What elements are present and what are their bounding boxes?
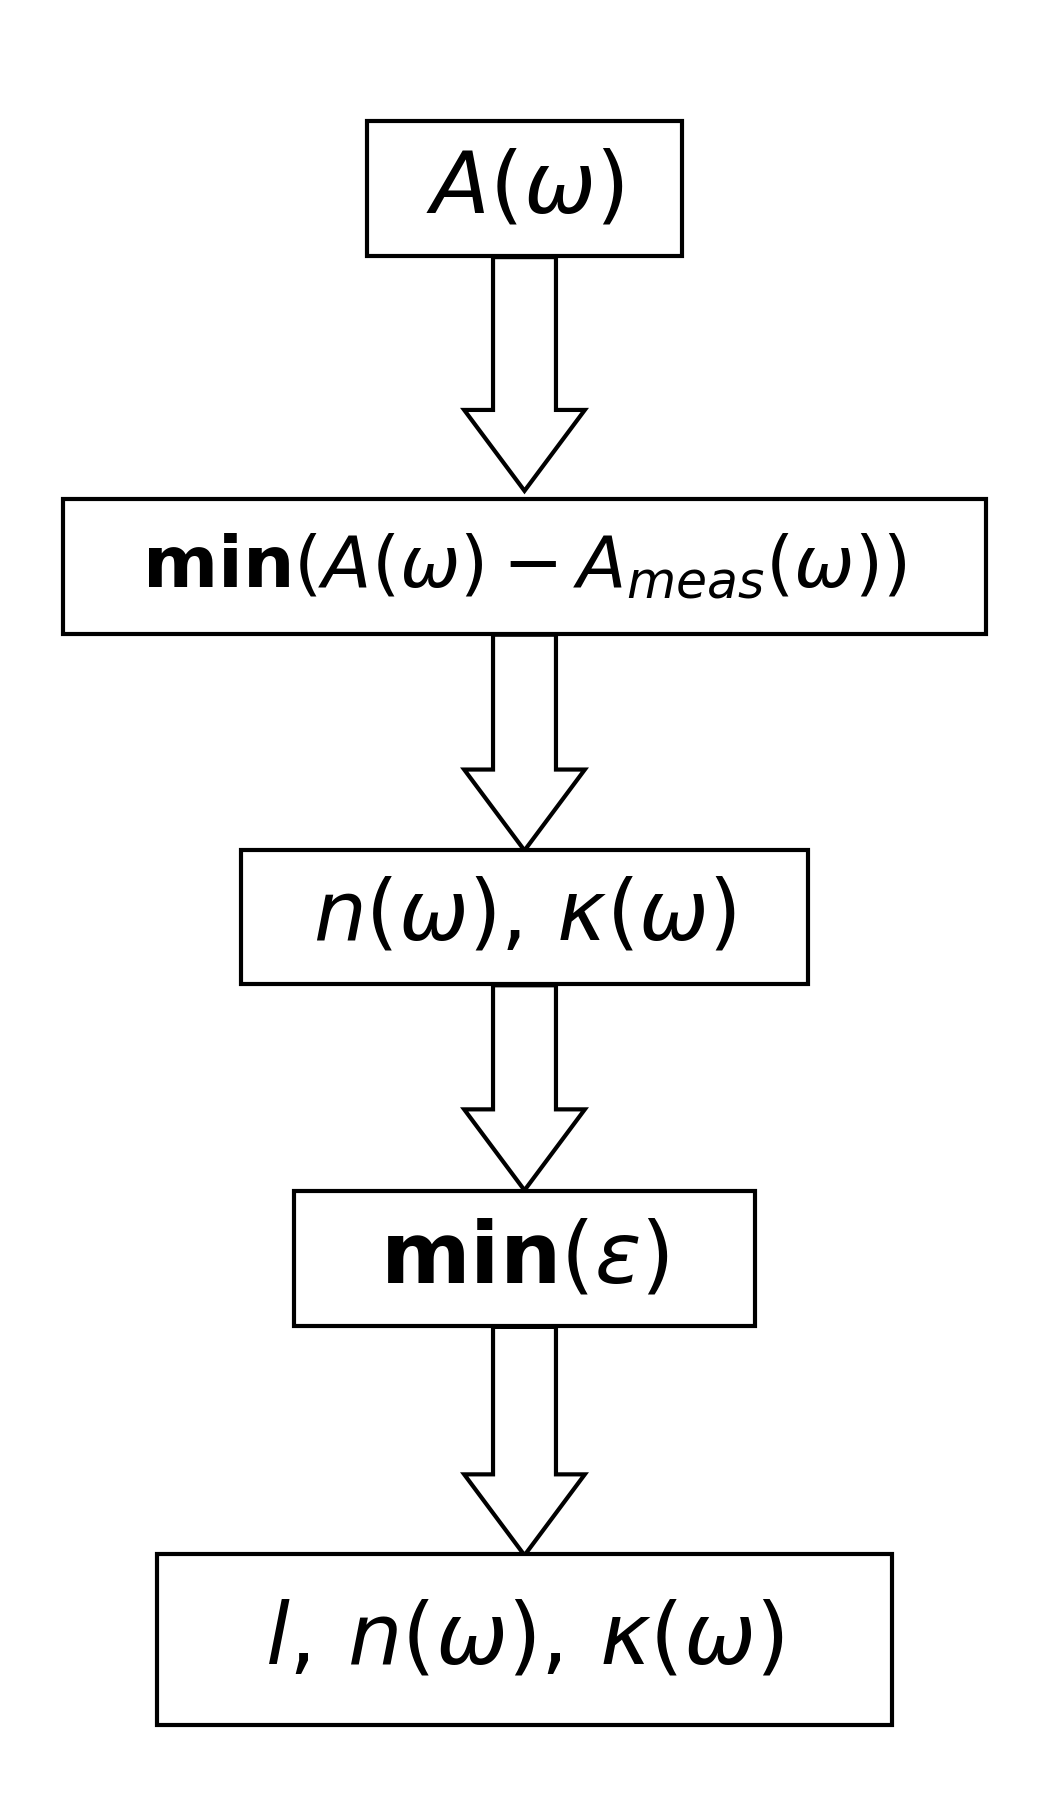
FancyBboxPatch shape [241,850,808,985]
Polygon shape [464,985,585,1190]
FancyBboxPatch shape [294,1190,755,1327]
FancyBboxPatch shape [367,122,682,255]
Polygon shape [464,635,585,850]
FancyBboxPatch shape [63,498,986,633]
Text: $\mathit{l},\, \mathit{n}(\omega),\, \kappa(\omega)$: $\mathit{l},\, \mathit{n}(\omega),\, \ka… [265,1598,784,1681]
Text: $\mathbf{min}(\mathit{A}(\omega)-\mathit{A}_{\mathit{meas}}(\omega))$: $\mathbf{min}(\mathit{A}(\omega)-\mathit… [143,530,906,602]
Polygon shape [464,257,585,491]
FancyBboxPatch shape [157,1553,892,1726]
Text: $\mathit{n}(\omega),\, \kappa(\omega)$: $\mathit{n}(\omega),\, \kappa(\omega)$ [313,877,736,957]
Polygon shape [464,1327,585,1555]
Text: $\mathit{A}(\omega)$: $\mathit{A}(\omega)$ [426,147,623,230]
Text: $\mathbf{min}(\varepsilon)$: $\mathbf{min}(\varepsilon)$ [380,1217,669,1300]
